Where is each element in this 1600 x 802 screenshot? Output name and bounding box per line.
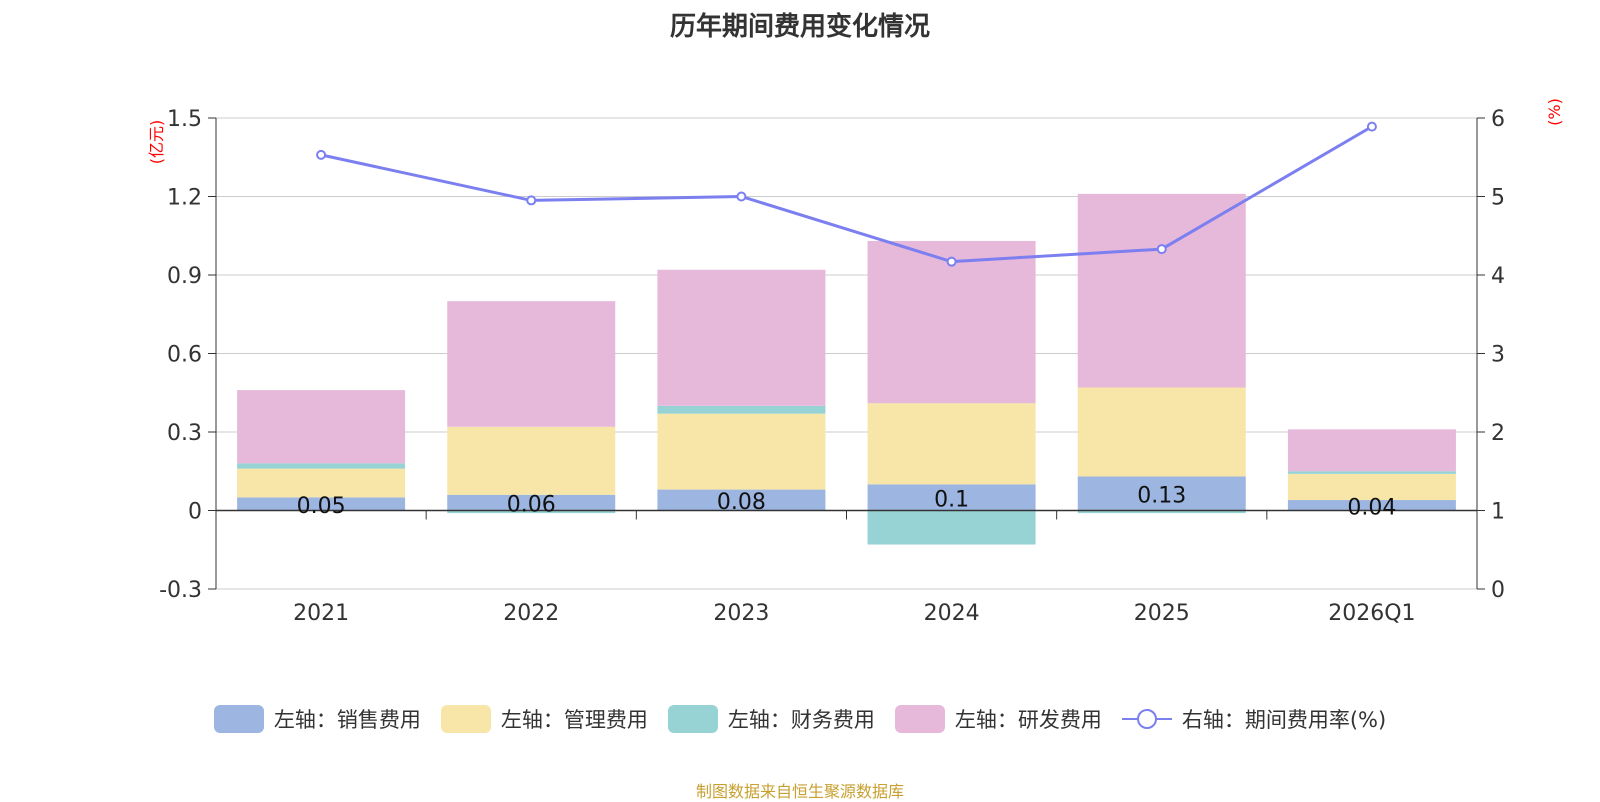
- data-label-sales-2021: 0.05: [297, 494, 346, 519]
- right-axis-unit-label: (%): [1545, 98, 1564, 126]
- bar-sales-2023: [657, 489, 826, 511]
- x-axis-category-label: 2025: [1134, 601, 1190, 626]
- legend-label-admin: 左轴：管理费用: [500, 708, 648, 732]
- legend-item-rate[interactable]: 右轴：期间费用率(%): [1121, 704, 1387, 734]
- data-label-sales-2025: 0.13: [1137, 483, 1186, 508]
- bar-rd-2021: [237, 390, 406, 464]
- data-label-sales-2026Q1: 0.04: [1347, 495, 1396, 520]
- bar-admin-2021: [237, 468, 406, 498]
- line-point-2024: [946, 256, 957, 267]
- bar-admin-2026Q1: [1287, 473, 1456, 501]
- legend-item-admin[interactable]: 左轴：管理费用: [440, 704, 648, 734]
- right-axis-tick-label: 4: [1491, 264, 1505, 289]
- legend-line-marker-icon: [1121, 709, 1172, 729]
- bar-rd-2024: [867, 240, 1036, 404]
- left-axis-tick-label: 0.9: [167, 264, 202, 289]
- left-axis-tick-label: 0.3: [167, 421, 202, 446]
- left-axis-unit-label: (亿元): [147, 120, 166, 165]
- bar-rd-2023: [657, 269, 826, 406]
- left-axis-tick-label: 1.5: [167, 107, 202, 132]
- bar-sales-2024: [867, 484, 1036, 511]
- source-footer: 制图数据来自恒生聚源数据库: [695, 782, 904, 801]
- line-expense-rate: [320, 125, 1373, 264]
- x-axis-category-label: 2022: [503, 601, 559, 626]
- line-point-2021: [316, 149, 327, 160]
- bar-finance-2021: [237, 463, 406, 469]
- legend-swatch-sales: [213, 705, 264, 733]
- line-point-2025: [1156, 244, 1167, 255]
- bar-sales-2026Q1: [1287, 500, 1456, 511]
- chart-title: 历年期间费用变化情况: [669, 12, 930, 42]
- legend-swatch-admin: [440, 705, 491, 733]
- bar-rd-2025: [1077, 193, 1246, 388]
- legend-label-rd: 左轴：研发费用: [954, 708, 1102, 732]
- bar-finance-2025: [1077, 510, 1246, 514]
- legend-label-sales: 左轴：销售费用: [273, 708, 421, 732]
- line-point-2023: [736, 191, 747, 202]
- x-axis-category-label: 2023: [713, 601, 769, 626]
- bar-finance-2026Q1: [1287, 471, 1456, 474]
- bar-rd-2026Q1: [1287, 429, 1456, 472]
- bar-admin-2023: [657, 413, 826, 490]
- data-label-sales-2023: 0.08: [717, 490, 766, 515]
- bar-admin-2025: [1077, 387, 1246, 477]
- bar-admin-2022: [447, 426, 616, 495]
- legend-item-finance[interactable]: 左轴：财务费用: [667, 704, 875, 734]
- x-axis-category-label: 2026Q1: [1328, 601, 1415, 626]
- right-axis-tick-label: 2: [1491, 421, 1505, 446]
- legend-label-finance: 左轴：财务费用: [727, 708, 875, 732]
- x-axis-category-label: 2024: [924, 601, 980, 626]
- left-axis-tick-label: 0.6: [167, 343, 202, 368]
- legend-swatch-rd: [894, 705, 945, 733]
- bar-admin-2024: [867, 403, 1036, 485]
- bar-finance-2024: [867, 510, 1036, 545]
- bar-rd-2022: [447, 301, 616, 427]
- right-axis-tick-label: 3: [1491, 343, 1505, 368]
- bar-finance-2022: [447, 510, 616, 514]
- right-axis-tick-label: 5: [1491, 186, 1505, 211]
- data-label-sales-2022: 0.06: [507, 493, 556, 518]
- bar-sales-2022: [447, 494, 616, 511]
- right-axis-tick-label: 6: [1491, 107, 1505, 132]
- line-point-2022: [526, 195, 537, 206]
- bar-finance-2023: [657, 405, 826, 414]
- data-label-sales-2024: 0.1: [934, 487, 969, 512]
- legend-item-sales[interactable]: 左轴：销售费用: [213, 704, 421, 734]
- left-axis-tick-label: 0: [188, 500, 202, 525]
- left-axis-tick-label: 1.2: [167, 186, 202, 211]
- right-axis-tick-label: 1: [1491, 500, 1505, 525]
- legend: 左轴：销售费用 左轴：管理费用 左轴：财务费用 左轴：研发费用 右轴：期间费用率…: [0, 704, 1600, 734]
- bar-sales-2021: [237, 497, 406, 511]
- legend-item-rd[interactable]: 左轴：研发费用: [894, 704, 1102, 734]
- x-axis-category-label: 2021: [293, 601, 349, 626]
- line-point-2026Q1: [1366, 121, 1377, 132]
- right-axis-tick-label: 0: [1491, 578, 1505, 603]
- bar-sales-2025: [1077, 476, 1246, 511]
- legend-label-rate: 右轴：期间费用率(%): [1181, 708, 1387, 732]
- left-axis-tick-label: -0.3: [159, 578, 202, 603]
- legend-swatch-finance: [667, 705, 718, 733]
